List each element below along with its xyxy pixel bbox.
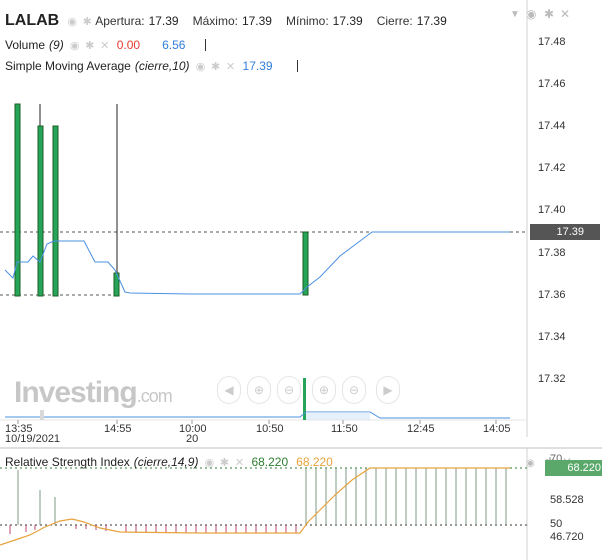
- time-tick: 10:00: [179, 423, 207, 435]
- sma-legend: Simple Moving Average (cierre,10) ◉ ✱ ✕ …: [5, 59, 298, 73]
- price-tick: 17.38: [538, 247, 566, 259]
- eye-icon[interactable]: ◉: [526, 7, 537, 21]
- close-icon[interactable]: ✕: [560, 7, 571, 21]
- volume-label: Volume: [5, 38, 46, 52]
- candle-up: [302, 231, 309, 296]
- high-label: Máximo:: [192, 14, 238, 28]
- close-icon[interactable]: ✕: [225, 60, 236, 73]
- price-tick: 17.40: [538, 204, 566, 216]
- price-tick: 17.34: [538, 331, 566, 343]
- rsi-value-2: 68.220: [296, 455, 333, 469]
- watermark-brand: Investing: [14, 376, 138, 409]
- rsi-label: Relative Strength Index: [5, 455, 130, 469]
- candle-up: [14, 103, 21, 297]
- volume-param: (9): [49, 38, 64, 52]
- close-icon[interactable]: ✕: [234, 456, 245, 469]
- sma-param: (cierre,10): [134, 59, 190, 73]
- rsi-param: (cierre,14,9): [133, 455, 199, 469]
- price-tick: 17.48: [538, 36, 566, 48]
- close-value: 17.39: [416, 14, 447, 28]
- close-label: Cierre:: [376, 14, 413, 28]
- rsi-histogram-right: [305, 468, 507, 525]
- rsi-histogram-low: [9, 525, 297, 534]
- zoom-out-icon[interactable]: ⊖: [342, 376, 366, 404]
- price-tick: 17.36: [538, 289, 566, 301]
- gear-icon[interactable]: ✱: [210, 60, 221, 73]
- volume-legend: Volume (9) ◉ ✱ ✕ 0.00 6.56: [5, 38, 207, 52]
- open-label: Apertura:: [95, 14, 145, 28]
- rsi-legend: Relative Strength Index (cierre,14,9) ◉ …: [5, 455, 333, 469]
- high-value: 17.39: [241, 14, 272, 28]
- rsi-axis-tick: 50: [550, 518, 563, 530]
- time-tick: 12:45: [407, 423, 435, 435]
- legend-cursor: [205, 39, 207, 51]
- sma-label: Simple Moving Average: [5, 59, 131, 73]
- zoom-out-icon[interactable]: ⊖: [277, 376, 301, 404]
- close-icon[interactable]: ✕: [100, 39, 110, 52]
- volume-value-blue: 6.56: [162, 38, 186, 52]
- ohlc-header: LALAB ◉ ✱ Apertura: 17.39 Máximo: 17.39 …: [5, 12, 461, 30]
- candle-up: [37, 125, 44, 297]
- eye-icon[interactable]: ◉: [204, 456, 215, 469]
- time-tick: 13:35: [5, 423, 33, 435]
- eye-icon[interactable]: ◉: [195, 60, 206, 73]
- rsi-line: [0, 467, 510, 546]
- investing-watermark: Investing.com: [14, 376, 173, 410]
- rsi-histogram-left: [17, 470, 56, 525]
- legend-cursor: [296, 60, 298, 72]
- price-tick: 17.42: [538, 162, 566, 174]
- volume-area: [306, 412, 370, 420]
- time-tick: 11:50: [331, 423, 358, 435]
- rsi-current-value: 68.220: [567, 462, 601, 474]
- volume-value-red: 0.00: [116, 38, 141, 52]
- sma-value: 17.39: [242, 59, 273, 73]
- eye-icon[interactable]: ◉: [69, 39, 80, 52]
- gear-icon[interactable]: ✱: [85, 39, 95, 52]
- time-tick: 10:50: [256, 423, 284, 435]
- gear-icon[interactable]: ✱: [219, 456, 230, 469]
- gear-icon[interactable]: ✱: [544, 7, 555, 21]
- eye-icon[interactable]: ◉: [67, 15, 78, 28]
- sma-line: [4, 231, 510, 295]
- rsi-axis-tick: 58.528: [550, 494, 584, 506]
- arrow-left-icon[interactable]: ◀: [217, 376, 241, 404]
- eye-icon[interactable]: ◉: [526, 458, 535, 469]
- volume-ma-line: [5, 411, 510, 419]
- price-tick: 17.44: [538, 120, 566, 132]
- rsi-axis-tick: 46.720: [550, 531, 584, 543]
- price-tick: 17.32: [538, 373, 566, 385]
- time-tick: 14:05: [483, 423, 511, 435]
- current-price-value: 17.39: [556, 226, 584, 238]
- zoom-in-icon[interactable]: ⊕: [247, 376, 271, 404]
- watermark-bar: [40, 410, 44, 420]
- low-label: Mínimo:: [285, 14, 329, 28]
- time-tick: 14:55: [104, 423, 132, 435]
- arrow-right-icon[interactable]: ▶: [376, 376, 400, 404]
- gear-icon[interactable]: ✱: [82, 15, 92, 28]
- price-tick: 17.46: [538, 78, 566, 90]
- ticker-symbol: LALAB: [5, 12, 60, 29]
- candle-up: [52, 125, 59, 297]
- volume-bar: [303, 378, 306, 420]
- current-price-tag: 17.39: [530, 224, 600, 240]
- low-value: 17.39: [332, 14, 363, 28]
- day-label: 20: [186, 433, 199, 445]
- watermark-suffix: .com: [136, 386, 173, 406]
- chevron-down-icon[interactable]: ▼: [510, 9, 520, 20]
- open-value: 17.39: [148, 14, 179, 28]
- zoom-in-icon[interactable]: ⊕: [312, 376, 336, 404]
- date-label: 10/19/2021: [5, 433, 61, 445]
- rsi-current-tag: 68.220: [545, 460, 602, 476]
- rsi-value-1: 68.220: [251, 455, 289, 469]
